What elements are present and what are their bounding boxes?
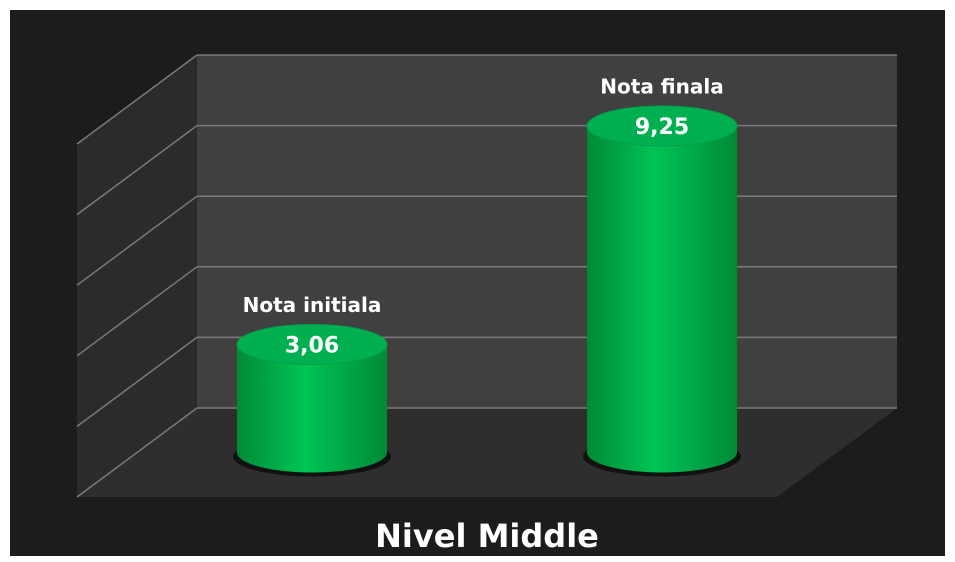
- grid: [76, 54, 897, 498]
- side-grid-line: [76, 124, 198, 216]
- side-grid-line: [76, 336, 198, 428]
- side-grid-line: [76, 54, 198, 145]
- category-label: Nota initiala: [243, 293, 382, 317]
- chart-title: Nivel Middle: [375, 517, 599, 555]
- side-grid-line: [76, 195, 198, 286]
- category-label: Nota finala: [600, 74, 723, 98]
- side-grid-line: [76, 266, 198, 357]
- floor: [77, 408, 897, 497]
- bar-top: [236, 323, 388, 365]
- side-wall: [77, 55, 197, 497]
- bar-top: [586, 105, 738, 147]
- value-label: 3,06: [285, 333, 339, 358]
- side-grid-line: [76, 407, 198, 498]
- bars: 3,06 Nota initiala 9,25 Nota finala: [233, 74, 741, 477]
- bar: [237, 344, 387, 473]
- bar: [587, 125, 737, 473]
- value-label: 9,25: [635, 115, 689, 140]
